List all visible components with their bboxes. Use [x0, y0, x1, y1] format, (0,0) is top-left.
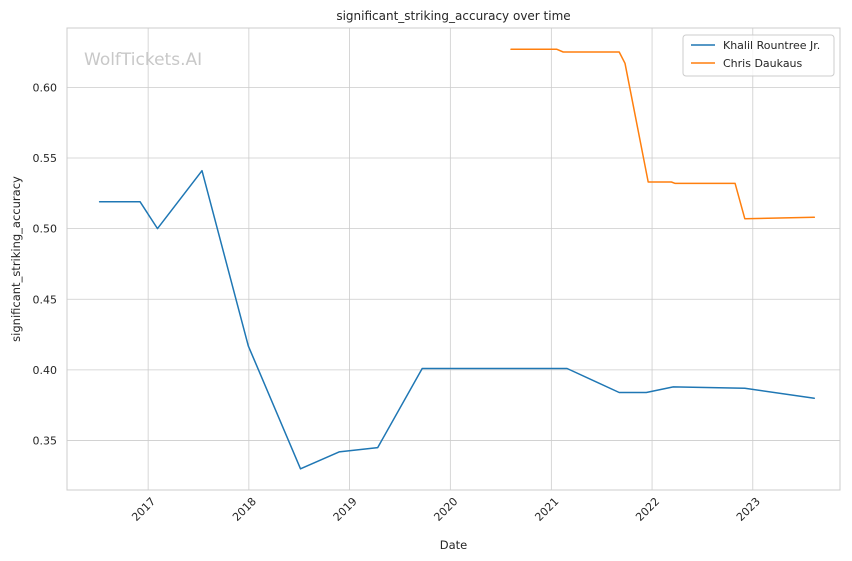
- chart-title: significant_striking_accuracy over time: [336, 9, 570, 23]
- series-lines: [98, 48, 816, 470]
- x-tick-label: 2021: [532, 495, 561, 524]
- y-tick-label: 0.45: [33, 293, 58, 306]
- x-tick-label: 2017: [129, 495, 158, 524]
- legend-label-chris-daukaus: Chris Daukaus: [723, 57, 803, 70]
- x-tick-label: 2020: [431, 495, 460, 524]
- y-tick-labels: 0.35 0.40 0.45 0.50 0.55 0.60: [33, 81, 58, 447]
- y-tick-label: 0.40: [33, 364, 58, 377]
- y-tick-label: 0.55: [33, 152, 58, 165]
- x-tick-label: 2022: [633, 495, 662, 524]
- legend: Khalil Rountree Jr. Chris Daukaus: [682, 34, 835, 77]
- x-tick-labels: 2017 2018 2019 2020 2021 2022 2023: [129, 495, 763, 524]
- y-tick-label: 0.50: [33, 223, 58, 236]
- x-tick-label: 2018: [230, 495, 259, 524]
- series-line-khalil-rountree-jr: [98, 169, 816, 470]
- x-gridlines: [147, 28, 754, 490]
- y-axis-title: significant_striking_accuracy: [9, 176, 23, 342]
- x-tick-label: 2023: [734, 495, 763, 524]
- y-tick-label: 0.35: [33, 435, 58, 448]
- plot-area: [66, 27, 841, 491]
- x-tick-label: 2019: [331, 495, 360, 524]
- legend-label-khalil-rountree-jr: Khalil Rountree Jr.: [723, 39, 820, 52]
- watermark: WolfTickets.AI: [84, 50, 202, 70]
- y-gridlines: [67, 86, 840, 441]
- y-tick-label: 0.60: [33, 81, 58, 94]
- legend-frame: [682, 34, 835, 77]
- x-axis-title: Date: [440, 538, 468, 552]
- series-line-chris-daukaus: [510, 48, 816, 220]
